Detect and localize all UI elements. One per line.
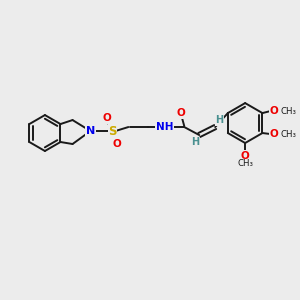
Text: CH₃: CH₃ xyxy=(280,130,296,139)
Text: N: N xyxy=(86,126,95,136)
Text: O: O xyxy=(102,113,111,123)
Text: S: S xyxy=(108,124,117,137)
Text: O: O xyxy=(113,139,122,149)
Text: O: O xyxy=(177,108,186,118)
Text: CH₃: CH₃ xyxy=(280,106,296,116)
Text: H: H xyxy=(191,137,199,147)
Text: H: H xyxy=(215,115,223,125)
Text: O: O xyxy=(269,106,278,116)
Text: NH: NH xyxy=(155,122,173,132)
Text: CH₃: CH₃ xyxy=(237,160,253,169)
Text: O: O xyxy=(241,151,250,161)
Text: O: O xyxy=(269,129,278,139)
